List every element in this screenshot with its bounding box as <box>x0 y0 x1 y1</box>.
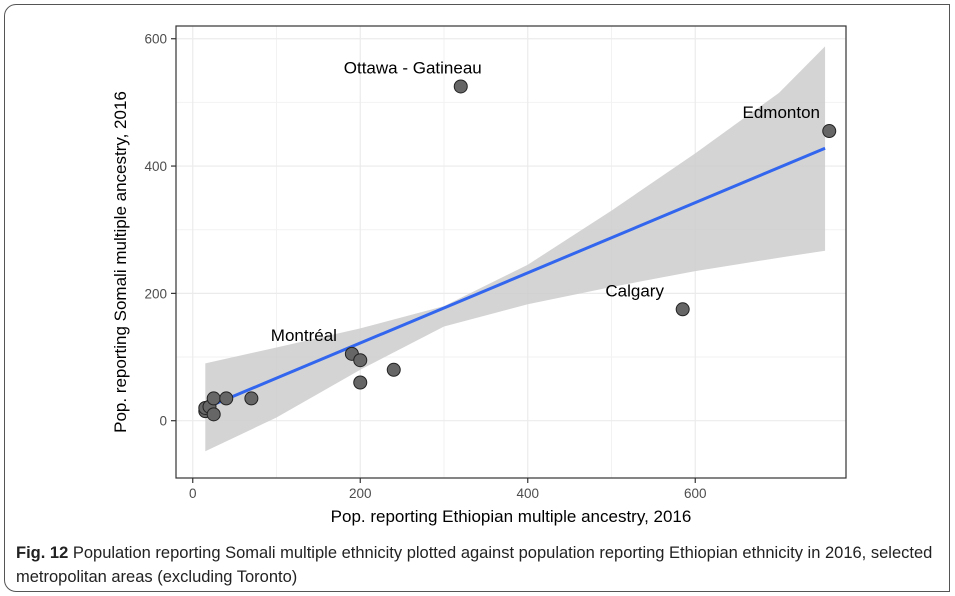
confidence-band <box>205 46 826 452</box>
data-point <box>219 391 234 406</box>
y-tick-label: 600 <box>144 32 167 47</box>
caption-text: Population reporting Somali multiple eth… <box>16 544 933 586</box>
data-point <box>386 362 401 377</box>
data-point <box>353 353 368 368</box>
data-point <box>244 391 259 406</box>
figure-label: Fig. 12 <box>16 544 69 562</box>
data-point <box>453 79 468 94</box>
figure-caption: Fig. 12 Population reporting Somali mult… <box>16 541 941 589</box>
y-tick-label: 0 <box>159 414 167 429</box>
data-point <box>822 124 837 139</box>
y-tick-label: 400 <box>144 159 167 174</box>
point-label: Montréal <box>271 326 337 345</box>
y-axis-label: Pop. reporting Somali multiple ancestry,… <box>111 91 130 433</box>
point-label: Ottawa - Gatineau <box>344 58 482 77</box>
panel-border <box>175 25 847 479</box>
y-tick-label: 200 <box>144 286 167 301</box>
x-tick-label: 200 <box>349 486 372 501</box>
point-label: Calgary <box>605 281 664 300</box>
data-point <box>206 391 221 406</box>
x-tick-label: 400 <box>516 486 539 501</box>
x-tick-label: 0 <box>189 486 197 501</box>
chart-container: Montréal Ottawa - Gatineau Calgary Edmonton… <box>111 25 847 526</box>
data-point <box>353 375 368 390</box>
x-axis-label: Pop. reporting Ethiopian multiple ancest… <box>331 507 692 526</box>
regression-line <box>204 146 826 410</box>
point-label: Edmonton <box>743 103 821 122</box>
data-point <box>675 302 690 317</box>
figure-frame <box>4 4 950 592</box>
scatter-chart: Montréal Ottawa - Gatineau Calgary Edmonton… <box>111 25 847 526</box>
data-point <box>206 407 221 422</box>
x-tick-label: 600 <box>684 486 707 501</box>
